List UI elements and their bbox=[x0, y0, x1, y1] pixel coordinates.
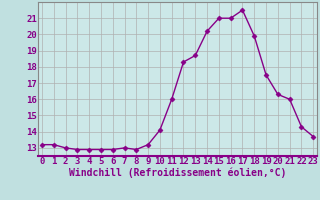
X-axis label: Windchill (Refroidissement éolien,°C): Windchill (Refroidissement éolien,°C) bbox=[69, 168, 286, 178]
